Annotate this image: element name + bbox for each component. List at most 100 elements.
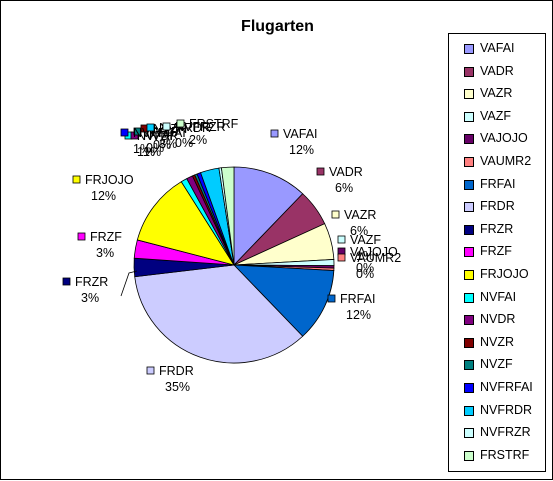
- pie-slice-vafai: [233, 166, 304, 266]
- data-label-name-vajojo: VAJOJO: [350, 245, 398, 259]
- legend-swatch: [464, 157, 474, 167]
- legend-swatch: [464, 66, 474, 77]
- pie-slice-frstrf: [220, 166, 235, 266]
- data-label-name-vaumr2: VAUMR2: [350, 251, 401, 265]
- legend-swatch: [464, 405, 474, 416]
- data-label-swatch-frfai: [327, 294, 336, 303]
- data-label-name-vazr: VAZR: [344, 208, 376, 222]
- legend-item-frzf: FRZF: [449, 242, 545, 262]
- data-label-name-nvdr: NVDR: [143, 129, 178, 143]
- legend-label: NVZR: [480, 334, 515, 349]
- legend-item-frfai: FRFAI: [449, 175, 545, 195]
- leader-line-frzr: [120, 270, 138, 297]
- legend-swatch: [464, 360, 474, 371]
- data-label-swatch-vazr: [331, 210, 340, 219]
- legend-label: NVDR: [480, 312, 516, 327]
- data-label-value-nvfai: 1%: [137, 145, 155, 159]
- legend-swatch: [464, 383, 474, 393]
- data-label-value-nvfrdr: 3%: [159, 137, 177, 151]
- data-label-name-nvfrzr: NVFRZR: [175, 120, 226, 134]
- legend-swatch: [464, 89, 474, 100]
- legend-label: NVFRFAI: [480, 380, 533, 394]
- legend-swatch: [464, 202, 474, 213]
- data-label-name-frjojo: FRJOJO: [85, 173, 134, 187]
- data-label-name-nvfrfai: NVFRFAI: [133, 126, 186, 140]
- legend-swatch: [464, 450, 474, 461]
- data-label-swatch-frdr: [146, 366, 155, 375]
- legend-item-vaumr2: VAUMR2: [449, 152, 545, 172]
- legend-label: NVFRDR: [480, 402, 533, 417]
- data-label-swatch-vadr: [316, 167, 325, 176]
- data-label-swatch-frzr: [62, 277, 71, 286]
- data-label-name-frzf: FRZF: [90, 230, 122, 244]
- legend-item-nvfai: NVFAI: [449, 288, 545, 308]
- legend-item-nvfrdr: NVFRDR: [449, 401, 545, 421]
- data-label-value-frzf: 3%: [96, 246, 114, 260]
- legend-item-nvfrzr: NVFRZR: [449, 423, 545, 443]
- pie-slice-frjojo: [136, 181, 235, 266]
- legend-swatch: [464, 247, 474, 258]
- data-label-name-nvfrdr: NVFRDR: [159, 121, 211, 135]
- legend-item-frstrf: FRSTRF: [449, 446, 545, 466]
- data-label-name-vadr: VADR: [329, 165, 363, 179]
- legend-label: FRZF: [480, 244, 512, 259]
- data-label-swatch-vazf: [337, 235, 346, 244]
- legend-label: NVFAI: [480, 289, 517, 304]
- legend-item-frjojo: FRJOJO: [449, 265, 545, 285]
- data-label-value-vajojo: 0%: [356, 261, 374, 275]
- data-label-value-nvfrfai: 1%: [133, 142, 151, 156]
- pie-slice-frdr: [134, 264, 304, 364]
- pie-slice-frfai: [233, 264, 335, 337]
- data-label-name-frstrf: FRSTRF: [189, 117, 239, 131]
- legend-swatch: [464, 428, 474, 439]
- legend-swatch: [464, 337, 474, 348]
- legend-item-nvzr: NVZR: [449, 333, 545, 353]
- legend-label: FRSTRF: [480, 447, 530, 462]
- legend-label: FRDR: [480, 199, 515, 214]
- data-label-value-frstrf: 2%: [189, 133, 207, 147]
- data-label-value-vafai: 12%: [289, 143, 314, 157]
- data-label-value-vaumr2: 0%: [356, 267, 374, 281]
- legend-item-vazf: VAZF: [449, 107, 545, 127]
- legend-item-nvzf: NVZF: [449, 355, 545, 375]
- data-label-swatch-nvzf: [133, 127, 142, 136]
- data-label-swatch-nvfrdr: [146, 123, 155, 132]
- legend-label: VADR: [480, 63, 514, 78]
- legend-label: VAJOJO: [480, 131, 528, 146]
- legend-label: FRJOJO: [480, 267, 529, 281]
- legend-swatch: [464, 44, 474, 54]
- legend-swatch: [464, 111, 474, 122]
- data-label-swatch-frstrf: [176, 119, 185, 128]
- data-label-value-nvdr: 1%: [143, 145, 161, 159]
- legend-item-nvdr: NVDR: [449, 310, 545, 330]
- data-label-name-frfai: FRFAI: [340, 292, 375, 306]
- legend-swatch: [464, 224, 474, 235]
- legend-item-frzr: FRZR: [449, 220, 545, 240]
- legend-swatch: [464, 292, 474, 303]
- legend-item-vazr: VAZR: [449, 84, 545, 104]
- legend-swatch: [464, 270, 474, 280]
- legend-label: NVZF: [480, 357, 513, 372]
- legend: VAFAI VADR VAZR VAZF VAJOJO VAUMR2 FRFAI FRDR FR…: [448, 33, 546, 472]
- legend-label: VAUMR2: [480, 154, 532, 168]
- legend-label: VAZR: [480, 86, 513, 101]
- data-label-swatch-frjojo: [72, 175, 81, 184]
- legend-label: FRFAI: [480, 176, 516, 191]
- data-label-value-frdr: 35%: [165, 380, 190, 394]
- data-label-value-vadr: 6%: [335, 181, 353, 195]
- data-label-swatch-nvfrzr: [162, 122, 171, 131]
- data-label-swatch-frzf: [77, 232, 86, 241]
- data-label-name-nvfai: NVFAI: [137, 129, 173, 143]
- data-label-name-vafai: VAFAI: [283, 127, 318, 141]
- legend-item-frdr: FRDR: [449, 197, 545, 217]
- legend-label: VAZF: [480, 108, 512, 123]
- data-label-value-vazf: 1%: [356, 249, 374, 263]
- legend-item-vafai: VAFAI: [449, 39, 545, 59]
- data-label-value-nvfrzr: 0%: [175, 136, 193, 150]
- legend-item-vajojo: VAJOJO: [449, 129, 545, 149]
- data-label-swatch-vaumr2: [337, 253, 346, 262]
- data-label-swatch-nvfrfai: [120, 128, 129, 137]
- data-label-name-frdr: FRDR: [159, 364, 194, 378]
